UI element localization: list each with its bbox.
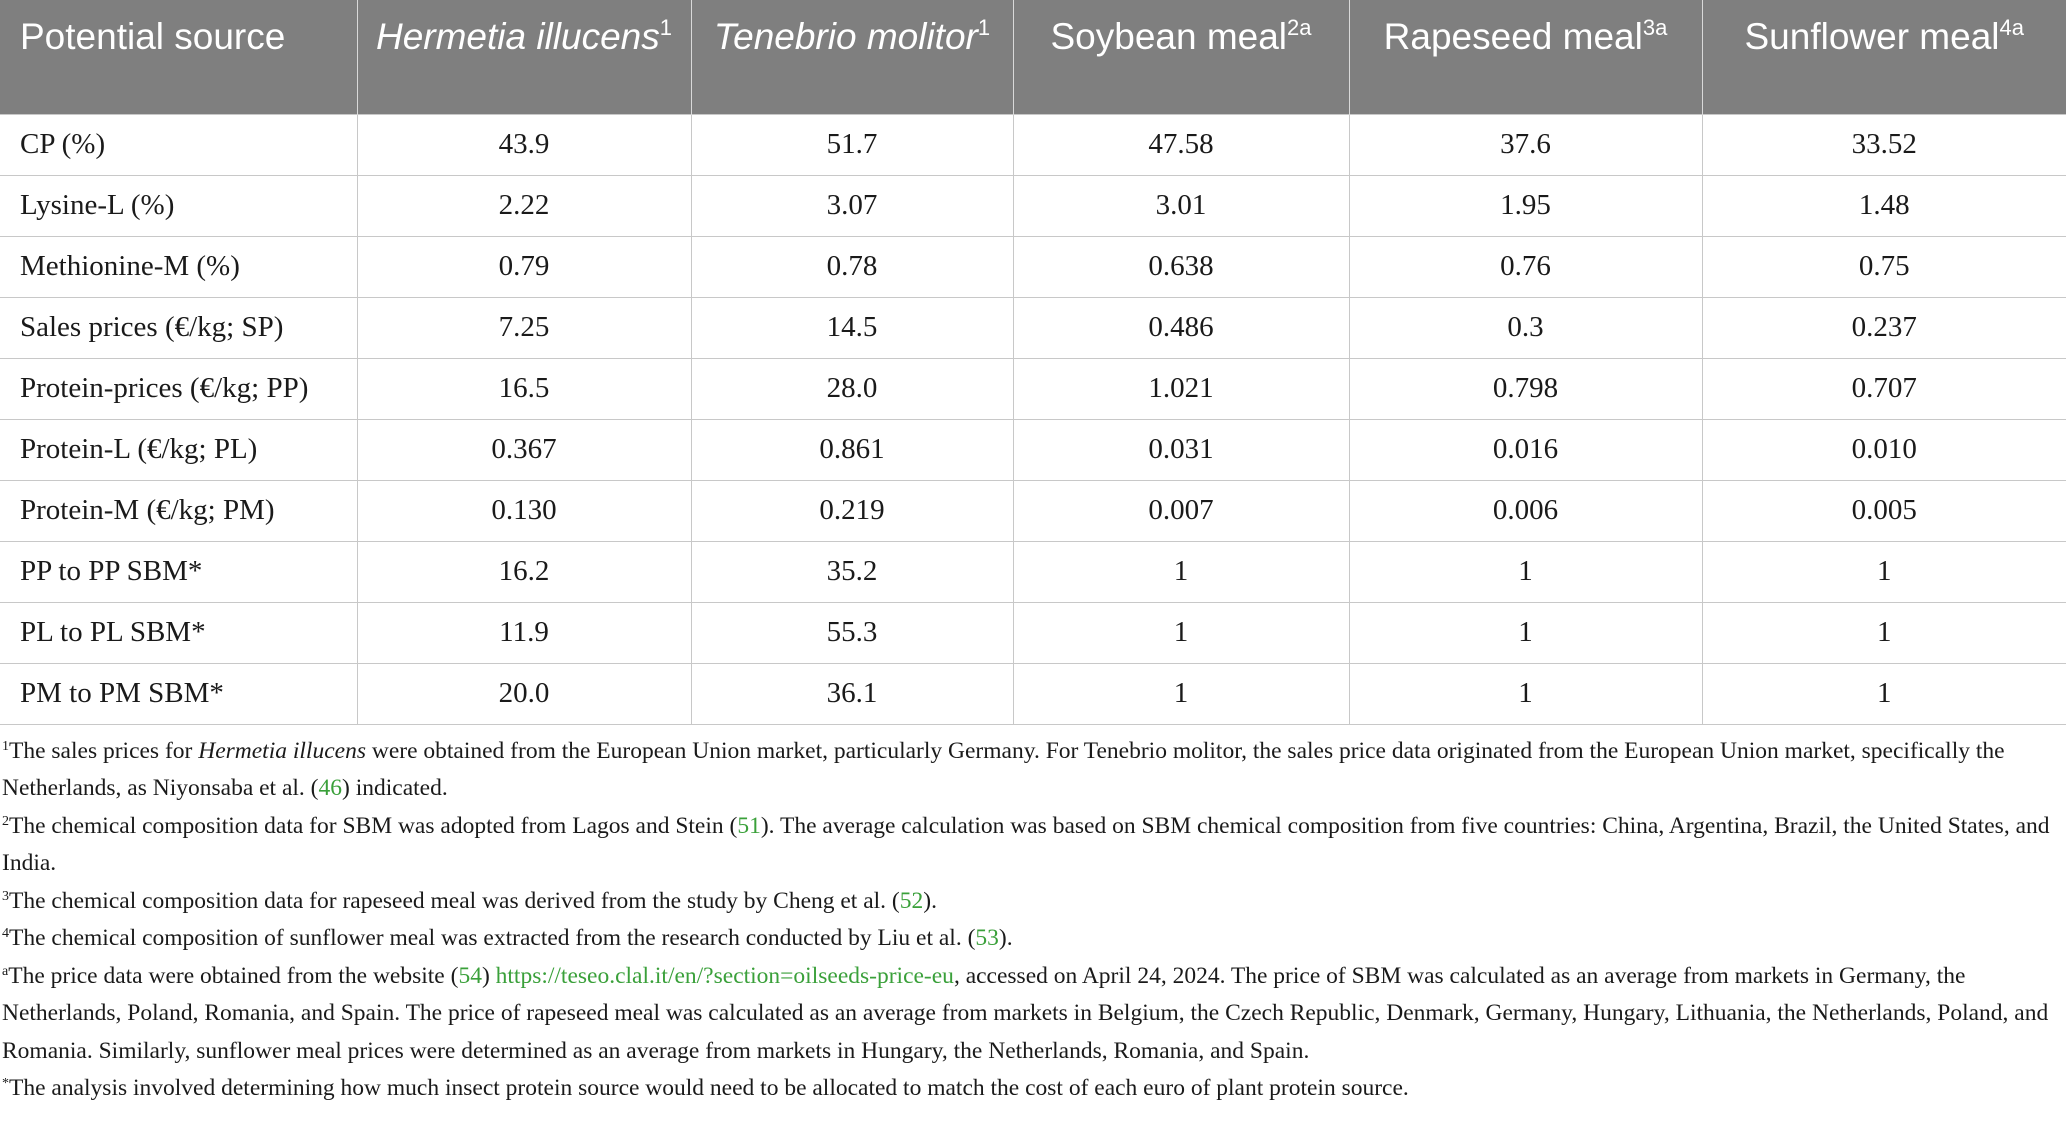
header-soybean-meal: Soybean meal2a [1012,0,1349,114]
table-cell: 11.9 [356,601,691,663]
table-row: Methionine-M (%) 0.79 0.78 0.638 0.76 0.75 [0,235,2066,297]
footnote-a: aThe price data were obtained from the w… [2,962,2049,1064]
external-url-link[interactable]: https://teseo.clal.it/en/?section=oilsee… [495,962,954,989]
table-cell: 0.016 [1348,418,1702,480]
table-cell: 0.007 [1012,479,1349,541]
header-row: Potential source Hermetia illucens1 Tene… [0,0,2066,114]
table-cell: 0.798 [1348,357,1702,419]
table-row: CP (%) 43.9 51.7 47.58 37.6 33.52 [0,113,2066,175]
table-row: Sales prices (€/kg; SP) 7.25 14.5 0.486 0.3 0… [0,296,2066,358]
table-row: PM to PM SBM* 20.0 36.1 1 1 1 [0,662,2066,725]
table-cell: 1.95 [1348,174,1702,236]
row-label: Sales prices (€/kg; SP) [0,296,357,358]
header-tenebrio-molitor: Tenebrio molitor1 [690,0,1013,114]
table-cell: 0.76 [1348,235,1702,297]
table-cell: 1 [1348,540,1702,602]
table-cell: 0.010 [1701,418,2066,480]
table-cell: 14.5 [690,296,1013,358]
table-cell: 1 [1701,662,2066,725]
row-label: PP to PP SBM* [0,540,357,602]
table-cell: 1 [1012,662,1349,725]
table-row: Protein-M (€/kg; PM) 0.130 0.219 0.007 0.006… [0,479,2066,541]
header-sunflower-meal: Sunflower meal4a [1701,0,2066,114]
table-cell: 1.48 [1701,174,2066,236]
table-cell: 16.2 [356,540,691,602]
reference-link[interactable]: 51 [737,812,761,839]
table-cell: 1 [1701,540,2066,602]
footnote-1: 1The sales prices for Hermetia illucens … [2,737,2005,802]
table-cell: 3.01 [1012,174,1349,236]
table-cell: 0.031 [1012,418,1349,480]
table-cell: 16.5 [356,357,691,419]
table-row: Lysine-L (%) 2.22 3.07 3.01 1.95 1.48 [0,174,2066,236]
table-cell: 2.22 [356,174,691,236]
header-hermetia-illucens: Hermetia illucens1 [356,0,691,114]
row-label: Lysine-L (%) [0,174,357,236]
table-cell: 0.130 [356,479,691,541]
header-potential-source: Potential source [0,0,357,114]
table-cell: 1 [1348,601,1702,663]
table-cell: 35.2 [690,540,1013,602]
row-label: PL to PL SBM* [0,601,357,663]
reference-link[interactable]: 53 [975,925,999,951]
table-cell: 0.75 [1701,235,2066,297]
table-cell: 1 [1012,540,1349,602]
table-cell: 0.219 [690,479,1013,541]
reference-link[interactable]: 52 [899,887,924,914]
reference-link[interactable]: 46 [318,775,343,801]
table-cell: 47.58 [1012,113,1349,175]
row-label: Protein-M (€/kg; PM) [0,479,357,541]
table-row: Protein-prices (€/kg; PP) 16.5 28.0 1.021 0.… [0,357,2066,419]
table-cell: 28.0 [690,357,1013,419]
table-cell: 37.6 [1348,113,1702,175]
table-cell: 20.0 [356,662,691,725]
row-label: PM to PM SBM* [0,662,357,725]
footnote-star: *The analysis involved determining how m… [2,1075,1409,1101]
table-row: PP to PP SBM* 16.2 35.2 1 1 1 [0,540,2066,602]
table-cell: 0.79 [356,235,691,297]
table-cell: 0.78 [690,235,1013,297]
table-row: Protein-L (€/kg; PL) 0.367 0.861 0.031 0.016… [0,418,2066,480]
table-cell: 0.005 [1701,479,2066,541]
table-footnotes: 1The sales prices for Hermetia illucens … [0,725,2068,1108]
table-cell: 0.707 [1701,357,2066,419]
table-cell: 1 [1348,662,1702,725]
table-cell: 43.9 [356,113,691,175]
table-cell: 0.367 [356,418,691,480]
footnote-3: 3The chemical composition data for rapes… [2,887,937,914]
table-cell: 36.1 [690,662,1013,725]
table-cell: 0.486 [1012,296,1349,358]
reference-link[interactable]: 54 [458,962,482,989]
table-cell: 0.638 [1012,235,1349,297]
table-cell: 33.52 [1701,113,2066,175]
table-body: CP (%) 43.9 51.7 47.58 37.6 33.52 Lysine-L (%)… [0,113,2066,725]
footnote-2: 2The chemical composition data for SBM w… [2,812,2050,877]
row-label: Protein-L (€/kg; PL) [0,418,357,480]
row-label: Protein-prices (€/kg; PP) [0,357,357,419]
header-rapeseed-meal: Rapeseed meal3a [1348,0,1702,114]
table-cell: 0.3 [1348,296,1702,358]
table-cell: 1.021 [1012,357,1349,419]
data-table: Potential source Hermetia illucens1 Tene… [0,0,2066,725]
table-cell: 55.3 [690,601,1013,663]
row-label: Methionine-M (%) [0,235,357,297]
table-cell: 7.25 [356,296,691,358]
table-cell: 51.7 [690,113,1013,175]
table-cell: 0.861 [690,418,1013,480]
table-cell: 0.006 [1348,479,1702,541]
footnote-4: 4The chemical composition of sunflower m… [2,925,1013,951]
table-cell: 0.237 [1701,296,2066,358]
row-label: CP (%) [0,113,357,175]
table-row: PL to PL SBM* 11.9 55.3 1 1 1 [0,601,2066,663]
table-cell: 1 [1701,601,2066,663]
table-cell: 3.07 [690,174,1013,236]
table-cell: 1 [1012,601,1349,663]
